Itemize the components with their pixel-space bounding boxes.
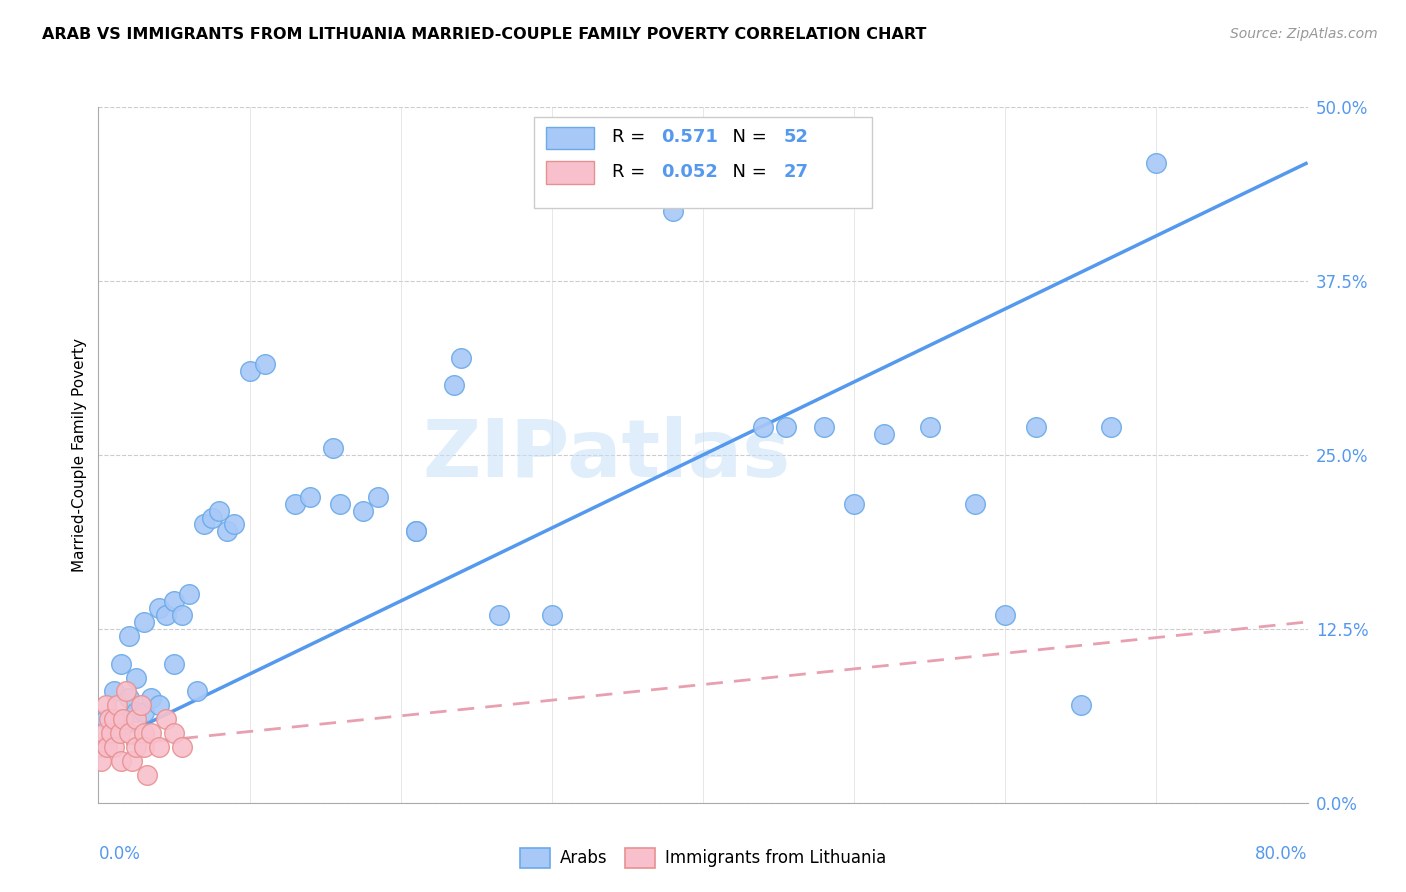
Point <box>253 358 276 372</box>
Point <box>148 698 170 713</box>
Point <box>208 503 231 517</box>
Point <box>132 726 155 740</box>
Point <box>114 684 136 698</box>
Point <box>105 698 128 713</box>
Point <box>488 607 510 622</box>
Point <box>132 615 155 629</box>
Text: 0.571: 0.571 <box>661 128 717 146</box>
Point <box>118 726 141 740</box>
Point <box>110 754 132 768</box>
Point <box>844 497 866 511</box>
Point <box>405 524 427 539</box>
Y-axis label: Married-Couple Family Poverty: Married-Couple Family Poverty <box>72 338 87 572</box>
Point <box>873 427 896 442</box>
Point <box>170 607 193 622</box>
Point <box>148 601 170 615</box>
Point <box>110 712 132 726</box>
Point <box>110 657 132 671</box>
Point <box>94 698 117 713</box>
Point <box>129 698 152 713</box>
Text: ARAB VS IMMIGRANTS FROM LITHUANIA MARRIED-COUPLE FAMILY POVERTY CORRELATION CHAR: ARAB VS IMMIGRANTS FROM LITHUANIA MARRIE… <box>42 27 927 42</box>
Point <box>177 587 201 601</box>
Point <box>96 740 118 755</box>
Text: 80.0%: 80.0% <box>1256 845 1308 863</box>
Point <box>813 420 835 434</box>
Point <box>721 142 744 156</box>
Point <box>111 712 134 726</box>
Point <box>918 420 941 434</box>
Point <box>540 607 562 622</box>
Point <box>135 768 157 782</box>
Point <box>170 740 193 755</box>
Point <box>132 706 155 720</box>
Point <box>215 524 238 539</box>
FancyBboxPatch shape <box>534 118 872 208</box>
Point <box>965 497 987 511</box>
Point <box>1024 420 1046 434</box>
Text: 27: 27 <box>785 162 808 181</box>
Point <box>141 691 163 706</box>
Point <box>752 420 775 434</box>
Point <box>118 691 141 706</box>
Point <box>163 726 186 740</box>
Point <box>118 629 141 643</box>
Point <box>141 726 163 740</box>
Point <box>103 712 125 726</box>
Point <box>329 497 352 511</box>
Point <box>98 712 121 726</box>
Point <box>1144 155 1167 169</box>
Point <box>1070 698 1092 713</box>
Point <box>405 524 427 539</box>
Point <box>224 517 246 532</box>
Point <box>299 490 322 504</box>
Point <box>125 706 148 720</box>
Text: 0.0%: 0.0% <box>98 845 141 863</box>
FancyBboxPatch shape <box>546 127 595 149</box>
Point <box>132 740 155 755</box>
Text: N =: N = <box>721 128 773 146</box>
Point <box>121 754 143 768</box>
Point <box>322 441 344 455</box>
Point <box>148 740 170 755</box>
Point <box>125 712 148 726</box>
Point <box>155 607 177 622</box>
Point <box>193 517 215 532</box>
Point <box>367 490 389 504</box>
Text: R =: R = <box>612 128 651 146</box>
Point <box>450 351 472 365</box>
Point <box>93 726 115 740</box>
Point <box>163 594 186 608</box>
Text: 0.052: 0.052 <box>661 162 717 181</box>
Point <box>155 712 177 726</box>
Point <box>284 497 307 511</box>
Point <box>443 378 465 392</box>
Point <box>1099 420 1122 434</box>
Point <box>775 420 797 434</box>
Point <box>239 364 262 378</box>
Point <box>125 740 148 755</box>
Text: N =: N = <box>721 162 773 181</box>
Point <box>100 726 122 740</box>
Point <box>163 657 186 671</box>
Text: R =: R = <box>612 162 651 181</box>
Point <box>186 684 208 698</box>
Text: Source: ZipAtlas.com: Source: ZipAtlas.com <box>1230 27 1378 41</box>
Point <box>94 712 117 726</box>
Point <box>90 754 112 768</box>
FancyBboxPatch shape <box>546 161 595 184</box>
Text: ZIPatlas: ZIPatlas <box>422 416 790 494</box>
Point <box>994 607 1017 622</box>
Point <box>125 671 148 685</box>
Text: 52: 52 <box>785 128 808 146</box>
Point <box>103 740 125 755</box>
Legend: Arabs, Immigrants from Lithuania: Arabs, Immigrants from Lithuania <box>513 841 893 875</box>
Point <box>352 503 374 517</box>
Point <box>108 726 131 740</box>
Point <box>201 510 224 524</box>
Point <box>103 684 125 698</box>
Point <box>661 204 683 219</box>
Point <box>87 740 110 755</box>
